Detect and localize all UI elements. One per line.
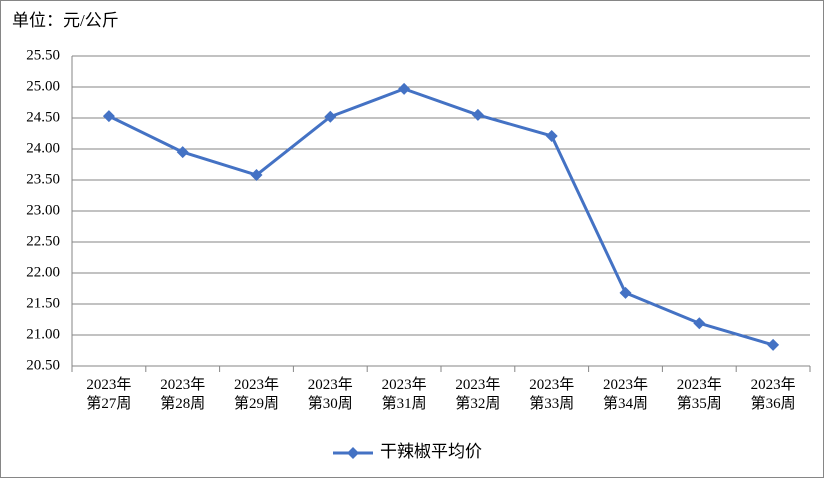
x-tick-label: 2023年第32周 [455, 376, 500, 412]
point-marker [471, 108, 484, 121]
x-tick-label: 2023年第28周 [160, 376, 205, 412]
legend-marker [347, 447, 359, 459]
y-tick-label: 23.50 [26, 171, 60, 187]
point-marker [767, 338, 780, 351]
point-marker [619, 286, 632, 299]
series-line [108, 87, 774, 347]
y-tick-label: 24.00 [26, 140, 60, 156]
x-tick-label: 2023年第34周 [603, 376, 648, 412]
point-marker [102, 110, 115, 123]
point-marker [324, 110, 337, 123]
y-tick-label: 22.00 [26, 264, 60, 280]
y-tick-label: 24.50 [26, 109, 60, 125]
point-marker [398, 82, 411, 95]
x-tick-label: 2023年第36周 [751, 376, 796, 412]
y-tick-label: 22.50 [26, 233, 60, 249]
legend-label: 干辣椒平均价 [380, 442, 482, 461]
x-tick-label: 2023年第31周 [382, 376, 427, 412]
point-marker [693, 317, 706, 330]
y-tick-label: 23.00 [26, 202, 60, 218]
point-marker [545, 129, 558, 142]
point-marker [176, 146, 189, 159]
x-tick-label: 2023年第27周 [86, 376, 131, 412]
point-marker [250, 169, 263, 182]
x-tick-label: 2023年第30周 [308, 376, 353, 412]
y-tick-label: 21.50 [26, 295, 60, 311]
y-tick-label: 20.50 [26, 357, 60, 373]
x-tick-label: 2023年第35周 [677, 376, 722, 412]
x-tick-label: 2023年第33周 [529, 376, 574, 412]
unit-label: 单位：元/公斤 [12, 11, 119, 30]
y-tick-label: 25.00 [26, 78, 60, 94]
x-tick-label: 2023年第29周 [234, 376, 279, 412]
y-tick-label: 21.00 [26, 326, 60, 342]
y-tick-label: 25.50 [26, 47, 60, 63]
